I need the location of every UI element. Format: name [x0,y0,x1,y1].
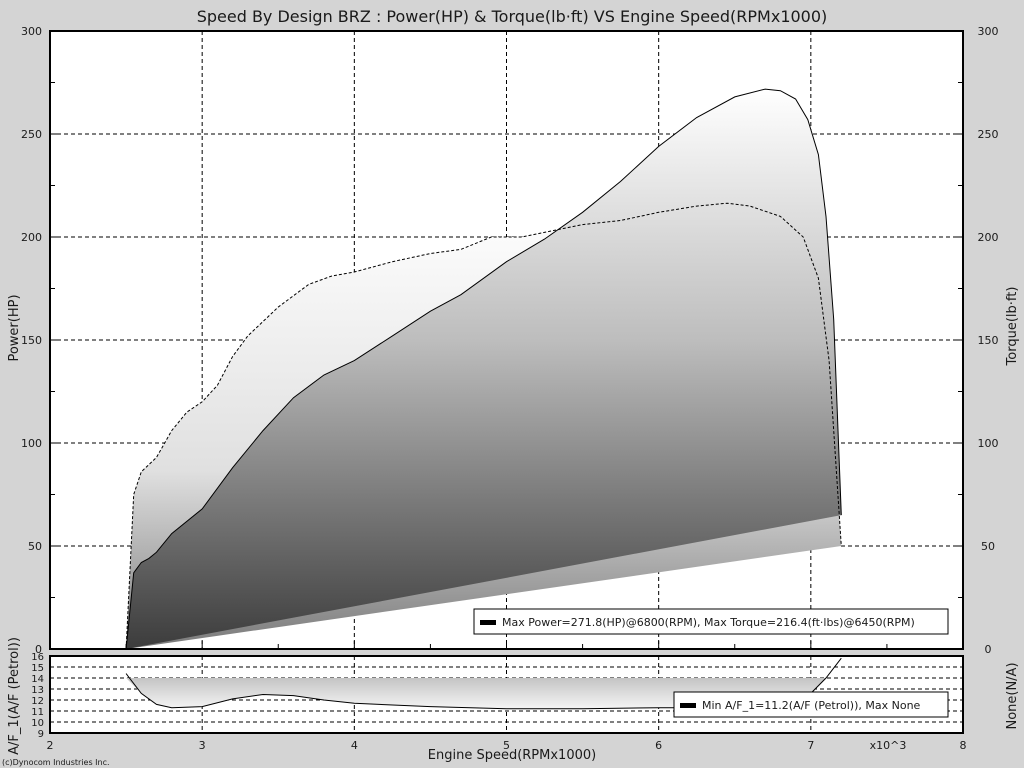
y-tick-label-left: 250 [21,128,42,141]
af-y-tick-label: 11 [31,707,44,718]
af-y-tick-label: 14 [31,674,44,685]
main-legend-box [473,608,949,635]
x-tick-label: 6 [655,739,662,752]
y-tick-label-right: 200 [978,231,999,244]
x-tick-label: 5 [503,739,510,752]
x-tick-label: 7 [807,739,814,752]
power-line [125,88,842,650]
y-tick-label-right: 300 [978,25,999,38]
x-axis-label: Engine Speed(RPMx1000) [428,748,596,763]
power-area-fill [126,89,842,650]
af-y-tick-label: 10 [31,718,44,729]
af-y-axis-label-left: A/F_1(A/F (Petrol)) [7,637,22,755]
y-tick-label-left: 150 [21,334,42,347]
main-legend-swatch [480,620,496,625]
y-tick-label-right: 50 [981,540,995,553]
main-series-lines [125,88,842,650]
af-area-fill [126,678,842,709]
x-tick-label: 8 [960,739,967,752]
copyright-text: (c)Dynocom Industries Inc. [2,758,110,767]
x-tick-label: 3 [199,739,206,752]
chart-title: Speed By Design BRZ : Power(HP) & Torque… [197,7,828,26]
af-legend-text: Min A/F_1=11.2(A/F (Petrol)), Max None [702,699,921,712]
y-tick-label-right: 100 [978,437,999,450]
main-area-fills [126,89,842,650]
main-legend: Max Power=271.8(HP)@6800(RPM), Max Torqu… [473,608,949,635]
main-plot-frame [49,30,964,650]
x-tick-label: 2 [47,739,54,752]
y-tick-label-right: 150 [978,334,999,347]
y-tick-label-left: 100 [21,437,42,450]
y-tick-label-right: 250 [978,128,999,141]
y-tick-label-left: 0 [35,643,42,656]
y-tick-label-right: 0 [985,643,992,656]
af-y-tick-label: 13 [31,685,44,696]
y-tick-label-left: 200 [21,231,42,244]
af-y-tick-label: 12 [31,696,44,707]
x-tick-labels: 2 3 4 5 6 7 8 [47,739,967,752]
y-axis-label-right: Torque(lb·ft) [1005,287,1020,367]
y-tick-label-left: 50 [28,540,42,553]
x-multiplier-label: x10^3 [870,739,907,752]
af-y-tick-label: 15 [31,663,44,674]
y-tick-label-left: 300 [21,25,42,38]
af-legend-swatch [680,703,696,708]
main-tick-labels: 0 50 100 150 200 250 300 0 50 100 150 200 250 300 [21,25,999,656]
af-plot-frame [49,655,964,734]
af-legend-box [673,691,949,718]
af-area [126,678,842,709]
x-tick-label: 4 [351,739,358,752]
af-y-tick-label: 9 [38,729,44,740]
main-legend-text: Max Power=271.8(HP)@6800(RPM), Max Torqu… [502,616,915,629]
af-y-tick-label: 16 [31,652,44,663]
af-y-axis-label-right: None(N/A) [1005,662,1020,729]
af-legend: Min A/F_1=11.2(A/F (Petrol)), Max None [673,691,949,718]
y-axis-label-left: Power(HP) [7,294,22,361]
